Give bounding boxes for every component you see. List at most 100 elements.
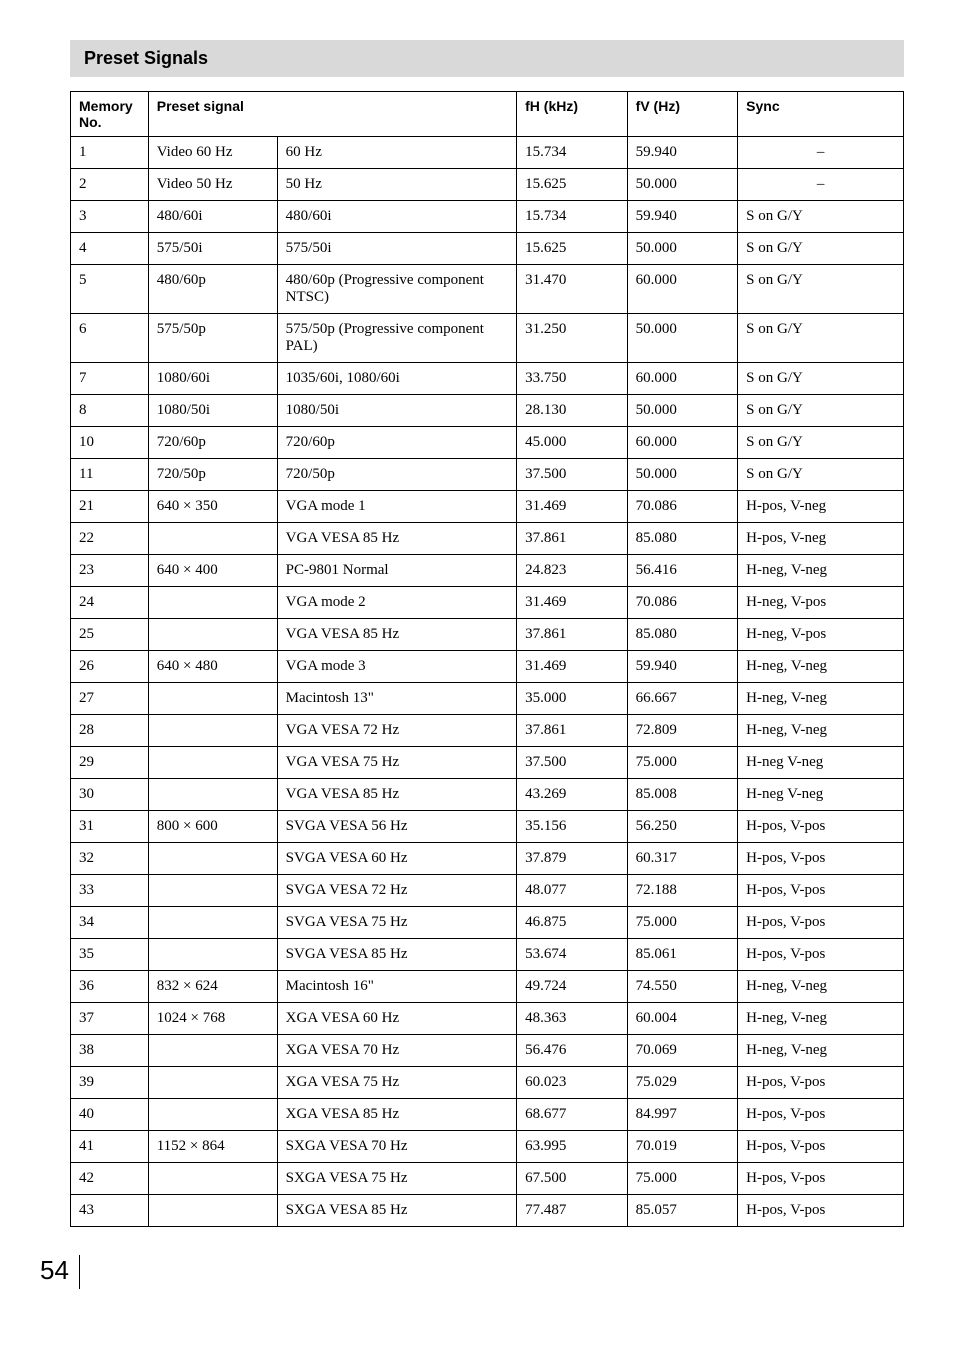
table-row: 33SVGA VESA 72 Hz48.07772.188H-pos, V-po… [71, 875, 904, 907]
cell-fh: 33.750 [517, 363, 628, 395]
cell-description: PC-9801 Normal [277, 555, 516, 587]
cell-fv: 70.019 [627, 1131, 738, 1163]
cell-resolution [148, 907, 277, 939]
cell-sync: H-neg, V-neg [738, 715, 904, 747]
cell-fh: 37.500 [517, 747, 628, 779]
cell-memno: 40 [71, 1099, 149, 1131]
table-row: 36832 × 624Macintosh 16"49.72474.550H-ne… [71, 971, 904, 1003]
cell-sync: H-neg, V-neg [738, 651, 904, 683]
cell-memno: 10 [71, 427, 149, 459]
cell-resolution [148, 683, 277, 715]
cell-resolution: Video 50 Hz [148, 169, 277, 201]
cell-sync: S on G/Y [738, 459, 904, 491]
table-row: 3480/60i480/60i15.73459.940S on G/Y [71, 201, 904, 233]
cell-fv: 84.997 [627, 1099, 738, 1131]
cell-fh: 35.156 [517, 811, 628, 843]
cell-description: VGA mode 3 [277, 651, 516, 683]
cell-description: XGA VESA 85 Hz [277, 1099, 516, 1131]
cell-fh: 15.625 [517, 233, 628, 265]
cell-sync: H-pos, V-pos [738, 1131, 904, 1163]
cell-memno: 26 [71, 651, 149, 683]
cell-sync: H-neg, V-neg [738, 1035, 904, 1067]
cell-memno: 42 [71, 1163, 149, 1195]
cell-resolution: 720/60p [148, 427, 277, 459]
cell-fv: 72.809 [627, 715, 738, 747]
cell-memno: 35 [71, 939, 149, 971]
cell-sync: H-pos, V-pos [738, 939, 904, 971]
cell-fv: 85.080 [627, 619, 738, 651]
cell-fh: 67.500 [517, 1163, 628, 1195]
cell-resolution: 640 × 400 [148, 555, 277, 587]
cell-fv: 74.550 [627, 971, 738, 1003]
cell-fv: 59.940 [627, 651, 738, 683]
cell-fv: 60.000 [627, 363, 738, 395]
cell-memno: 6 [71, 314, 149, 363]
cell-sync: H-neg, V-neg [738, 555, 904, 587]
cell-memno: 36 [71, 971, 149, 1003]
cell-description: Macintosh 13" [277, 683, 516, 715]
cell-fv: 70.086 [627, 491, 738, 523]
cell-resolution [148, 587, 277, 619]
cell-fv: 50.000 [627, 233, 738, 265]
table-row: 40XGA VESA 85 Hz68.67784.997H-pos, V-pos [71, 1099, 904, 1131]
cell-memno: 23 [71, 555, 149, 587]
table-row: 25VGA VESA 85 Hz37.86185.080H-neg, V-pos [71, 619, 904, 651]
cell-fh: 48.363 [517, 1003, 628, 1035]
col-header-fv: fV (Hz) [627, 92, 738, 137]
cell-sync: S on G/Y [738, 395, 904, 427]
table-row: 24VGA mode 231.46970.086H-neg, V-pos [71, 587, 904, 619]
cell-fh: 63.995 [517, 1131, 628, 1163]
cell-description: 480/60i [277, 201, 516, 233]
cell-resolution [148, 1099, 277, 1131]
cell-description: 720/60p [277, 427, 516, 459]
table-row: 81080/50i1080/50i28.13050.000S on G/Y [71, 395, 904, 427]
table-row: 26640 × 480VGA mode 331.46959.940H-neg, … [71, 651, 904, 683]
cell-resolution: 720/50p [148, 459, 277, 491]
cell-resolution: 640 × 480 [148, 651, 277, 683]
cell-resolution [148, 875, 277, 907]
table-row: 39XGA VESA 75 Hz60.02375.029H-pos, V-pos [71, 1067, 904, 1099]
cell-fv: 85.008 [627, 779, 738, 811]
cell-description: VGA VESA 85 Hz [277, 779, 516, 811]
cell-fv: 70.069 [627, 1035, 738, 1067]
cell-fv: 50.000 [627, 459, 738, 491]
cell-memno: 24 [71, 587, 149, 619]
cell-resolution [148, 1163, 277, 1195]
cell-memno: 8 [71, 395, 149, 427]
cell-memno: 27 [71, 683, 149, 715]
cell-fh: 45.000 [517, 427, 628, 459]
cell-fh: 28.130 [517, 395, 628, 427]
table-row: 4575/50i575/50i15.62550.000S on G/Y [71, 233, 904, 265]
table-row: 35SVGA VESA 85 Hz53.67485.061H-pos, V-po… [71, 939, 904, 971]
cell-description: SVGA VESA 72 Hz [277, 875, 516, 907]
cell-description: SXGA VESA 70 Hz [277, 1131, 516, 1163]
cell-resolution [148, 939, 277, 971]
cell-fv: 50.000 [627, 395, 738, 427]
cell-fh: 31.469 [517, 491, 628, 523]
cell-sync: S on G/Y [738, 363, 904, 395]
table-row: 29VGA VESA 75 Hz37.50075.000H-neg V-neg [71, 747, 904, 779]
cell-memno: 39 [71, 1067, 149, 1099]
cell-description: 480/60p (Progressive component NTSC) [277, 265, 516, 314]
preset-signals-table: Memory No. Preset signal fH (kHz) fV (Hz… [70, 91, 904, 1227]
table-row: 1Video 60 Hz60 Hz15.73459.940– [71, 137, 904, 169]
cell-sync: H-pos, V-neg [738, 491, 904, 523]
table-row: 10720/60p720/60p45.00060.000S on G/Y [71, 427, 904, 459]
table-row: 31800 × 600SVGA VESA 56 Hz35.15656.250H-… [71, 811, 904, 843]
cell-fv: 75.000 [627, 907, 738, 939]
cell-sync: H-pos, V-pos [738, 1195, 904, 1227]
table-row: 43SXGA VESA 85 Hz77.48785.057H-pos, V-po… [71, 1195, 904, 1227]
cell-fv: 60.004 [627, 1003, 738, 1035]
cell-fv: 60.317 [627, 843, 738, 875]
cell-description: VGA VESA 75 Hz [277, 747, 516, 779]
cell-fh: 56.476 [517, 1035, 628, 1067]
cell-description: SVGA VESA 60 Hz [277, 843, 516, 875]
cell-fh: 37.879 [517, 843, 628, 875]
cell-sync: H-neg, V-neg [738, 683, 904, 715]
cell-sync: H-neg V-neg [738, 747, 904, 779]
table-row: 411152 × 864SXGA VESA 70 Hz63.99570.019H… [71, 1131, 904, 1163]
cell-sync: H-neg, V-neg [738, 971, 904, 1003]
cell-memno: 25 [71, 619, 149, 651]
cell-resolution [148, 715, 277, 747]
cell-description: 60 Hz [277, 137, 516, 169]
